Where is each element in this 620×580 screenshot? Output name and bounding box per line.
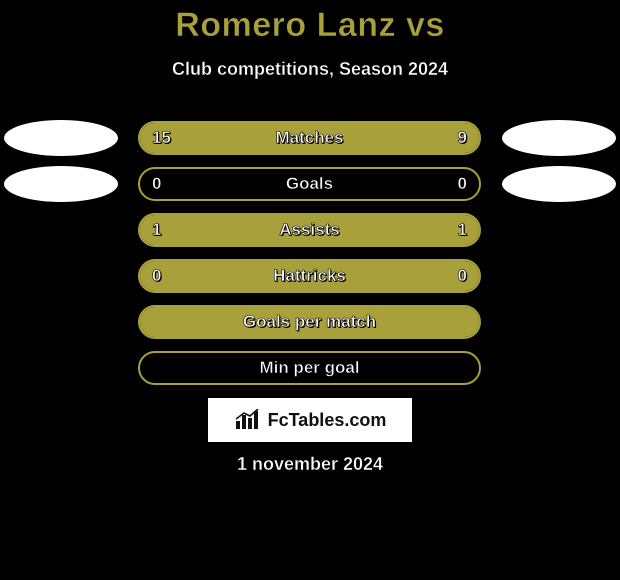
- stat-bar: 11Assists: [138, 213, 481, 247]
- stats-rows: 159Matches 0 0Goals 11Assists 00Hattricks Goa…: [0, 118, 620, 394]
- stat-bar: 159Matches: [138, 121, 481, 155]
- stat-bar: 0 0Goals: [138, 167, 481, 201]
- stat-bar-left-fill: [140, 123, 352, 153]
- watermark-text: FcTables.com: [268, 410, 387, 431]
- club-badge-left: [4, 166, 118, 202]
- stat-value-right: 0: [458, 169, 467, 199]
- stat-row: Min per goal: [0, 348, 620, 394]
- stat-bar: 00Hattricks: [138, 259, 481, 293]
- comparison-card: Romero Lanz vs Club competitions, Season…: [0, 0, 620, 580]
- club-badge-right: [502, 120, 616, 156]
- stat-bar-left-fill: [140, 215, 310, 245]
- club-badge-left: [4, 120, 118, 156]
- club-badge-right: [502, 166, 616, 202]
- page-title: Romero Lanz vs: [0, 0, 620, 45]
- stat-bar-right-fill: [310, 215, 480, 245]
- stat-bar-right-fill: [310, 261, 480, 291]
- watermark: FcTables.com: [208, 398, 412, 442]
- stat-row: 0 0Goals: [0, 164, 620, 210]
- stat-label: Min per goal: [140, 353, 479, 383]
- stat-row: 159Matches: [0, 118, 620, 164]
- stat-bar-right-fill: [352, 123, 479, 153]
- stat-bar: Goals per match: [138, 305, 481, 339]
- stat-row: Goals per match: [0, 302, 620, 348]
- stat-label: Goals: [140, 169, 479, 199]
- date-label: 1 november 2024: [0, 454, 620, 475]
- stat-row: 11Assists: [0, 210, 620, 256]
- stat-bar-left-fill: [140, 261, 310, 291]
- stat-row: 00Hattricks: [0, 256, 620, 302]
- barchart-icon: [234, 409, 262, 431]
- stat-value-left: 0: [152, 169, 161, 199]
- page-subtitle: Club competitions, Season 2024: [0, 59, 620, 80]
- stat-bar-left-fill: [140, 307, 479, 337]
- stat-bar: Min per goal: [138, 351, 481, 385]
